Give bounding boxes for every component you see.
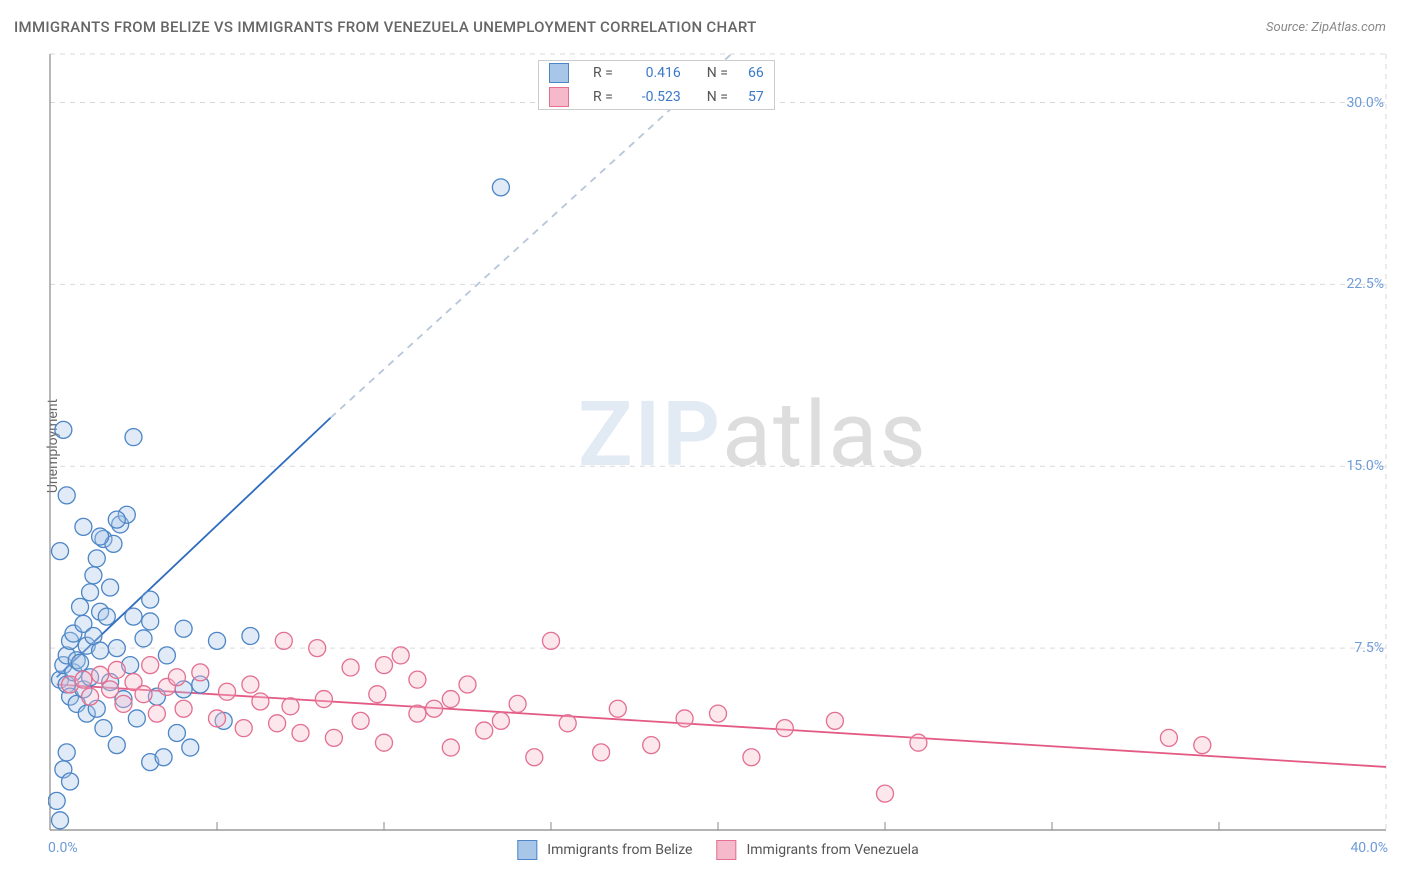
correlation-legend: R = 0.416 N = 66 R = -0.523 N = 57 bbox=[538, 60, 775, 110]
series-legend: Immigrants from Belize Immigrants from V… bbox=[517, 840, 918, 860]
n-value-belize: 66 bbox=[738, 61, 774, 85]
chart-title: IMMIGRANTS FROM BELIZE VS IMMIGRANTS FRO… bbox=[14, 18, 757, 36]
n-value-venezuela: 57 bbox=[738, 85, 774, 109]
scatter-chart bbox=[48, 52, 1388, 832]
x-tick-label: 40.0% bbox=[1350, 840, 1388, 856]
legend-item-belize: Immigrants from Belize bbox=[517, 840, 692, 860]
r-value-venezuela: -0.523 bbox=[623, 85, 691, 109]
r-value-belize: 0.416 bbox=[623, 61, 691, 85]
y-tick-label: 15.0% bbox=[1346, 458, 1384, 474]
swatch-venezuela-icon bbox=[549, 87, 569, 107]
x-tick-label: 0.0% bbox=[48, 840, 78, 856]
y-tick-label: 7.5% bbox=[1354, 640, 1384, 656]
legend-item-venezuela: Immigrants from Venezuela bbox=[716, 840, 918, 860]
swatch-venezuela-icon bbox=[716, 840, 736, 860]
swatch-belize-icon bbox=[549, 63, 569, 83]
y-tick-label: 22.5% bbox=[1346, 276, 1384, 292]
plot-area: ZIPatlas R = 0.416 N = 66 R = -0.523 N =… bbox=[48, 52, 1388, 832]
legend-label-belize: Immigrants from Belize bbox=[547, 842, 692, 858]
legend-row-belize: R = 0.416 N = 66 bbox=[539, 61, 774, 85]
source-label: Source: ZipAtlas.com bbox=[1266, 20, 1386, 35]
swatch-belize-icon bbox=[517, 840, 537, 860]
y-tick-label: 30.0% bbox=[1346, 95, 1384, 111]
legend-row-venezuela: R = -0.523 N = 57 bbox=[539, 85, 774, 109]
legend-label-venezuela: Immigrants from Venezuela bbox=[746, 842, 918, 858]
